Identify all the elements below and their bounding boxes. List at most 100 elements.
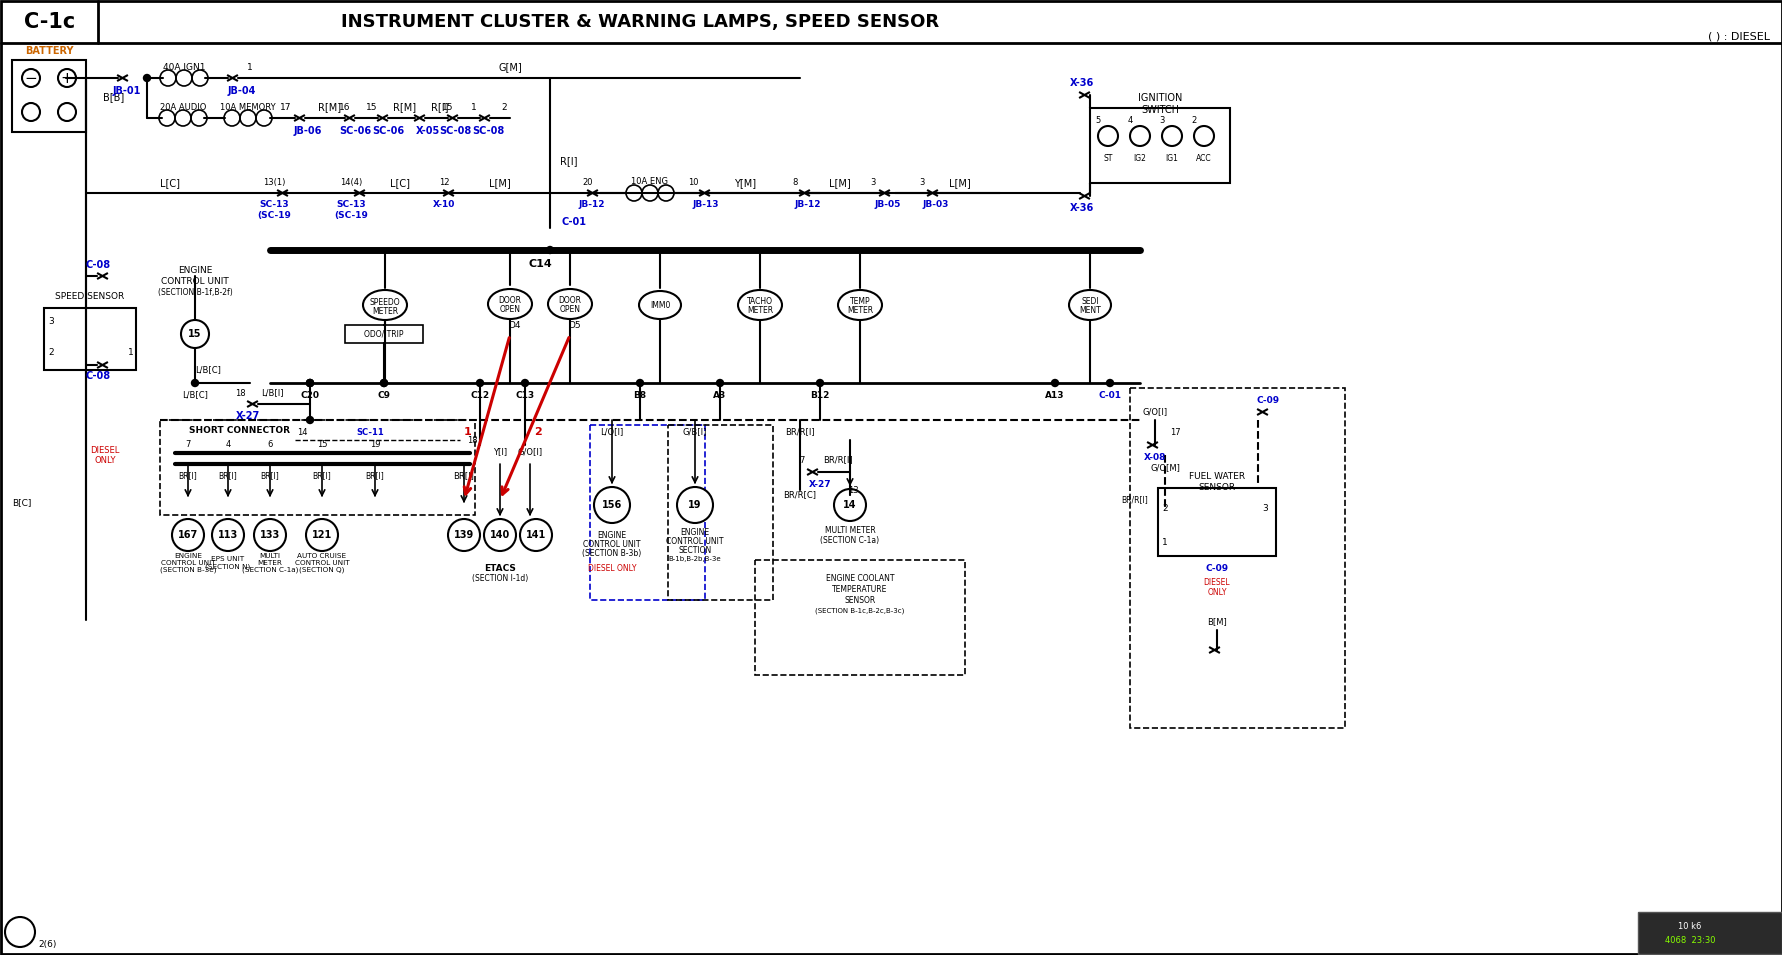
- Text: 18: 18: [235, 389, 246, 397]
- Text: (SECTION I-1d): (SECTION I-1d): [472, 574, 527, 583]
- Text: R[I]: R[I]: [560, 156, 577, 166]
- Text: X-27: X-27: [235, 411, 260, 421]
- Text: ( ) : DIESEL: ( ) : DIESEL: [1707, 31, 1770, 41]
- Text: 15: 15: [442, 102, 453, 112]
- Text: 19: 19: [369, 439, 380, 449]
- Text: AUTO CRUISE
CONTROL UNIT
(SECTION Q): AUTO CRUISE CONTROL UNIT (SECTION Q): [294, 553, 349, 573]
- Text: X-05: X-05: [415, 126, 440, 136]
- Text: X-36: X-36: [1069, 78, 1094, 88]
- Text: TACHO: TACHO: [747, 296, 773, 306]
- Text: 2: 2: [501, 102, 506, 112]
- Circle shape: [307, 519, 339, 551]
- Text: CONTROL UNIT: CONTROL UNIT: [160, 277, 228, 286]
- Text: 17: 17: [280, 102, 292, 112]
- Text: SHORT CONNECTOR: SHORT CONNECTOR: [189, 426, 290, 435]
- Text: ONLY: ONLY: [94, 456, 116, 464]
- Text: INSTRUMENT CLUSTER & WARNING LAMPS, SPEED SENSOR: INSTRUMENT CLUSTER & WARNING LAMPS, SPEE…: [340, 13, 939, 31]
- Circle shape: [547, 246, 552, 253]
- Text: (SECTION B-1c,B-2c,B-3c): (SECTION B-1c,B-2c,B-3c): [814, 607, 903, 614]
- Text: B8: B8: [633, 391, 647, 399]
- Text: BR[I]: BR[I]: [365, 472, 385, 480]
- Text: L/B[C]: L/B[C]: [194, 366, 221, 374]
- Circle shape: [253, 519, 285, 551]
- Text: 16: 16: [339, 102, 351, 112]
- Circle shape: [636, 379, 643, 387]
- Text: 7: 7: [798, 456, 804, 464]
- Text: C-01: C-01: [1098, 391, 1121, 399]
- Text: SWITCH: SWITCH: [1140, 105, 1178, 115]
- Text: 15: 15: [189, 329, 201, 339]
- Text: SC-06: SC-06: [339, 126, 371, 136]
- Text: (SECTION B-3b): (SECTION B-3b): [583, 548, 642, 558]
- Text: SC-08: SC-08: [438, 126, 470, 136]
- Circle shape: [447, 519, 479, 551]
- Text: 13(1): 13(1): [262, 178, 285, 186]
- Text: G/B[I]: G/B[I]: [683, 428, 707, 436]
- Text: IG2: IG2: [1133, 154, 1146, 162]
- Text: 17: 17: [1169, 428, 1180, 436]
- Text: 13: 13: [846, 485, 857, 495]
- Text: BATTERY: BATTERY: [25, 46, 73, 56]
- Ellipse shape: [838, 290, 882, 320]
- Text: MULTI
METER
(SECTION C-1a): MULTI METER (SECTION C-1a): [242, 553, 298, 573]
- Bar: [754, 560, 964, 675]
- Circle shape: [1130, 126, 1149, 146]
- Text: BR[I]: BR[I]: [312, 472, 331, 480]
- Ellipse shape: [488, 289, 531, 319]
- Circle shape: [171, 519, 203, 551]
- Text: ENGINE COOLANT: ENGINE COOLANT: [825, 574, 895, 583]
- Text: SC-08: SC-08: [472, 126, 504, 136]
- Text: SEDI: SEDI: [1080, 296, 1098, 306]
- Text: B[M]: B[M]: [1206, 618, 1226, 626]
- Text: X-27: X-27: [809, 479, 830, 489]
- Circle shape: [816, 379, 823, 387]
- Circle shape: [380, 379, 387, 387]
- Text: B-1b,B-2b,B-3e: B-1b,B-2b,B-3e: [668, 556, 722, 562]
- Text: R[M]: R[M]: [319, 102, 342, 112]
- Text: 10: 10: [688, 178, 699, 186]
- Text: G/O[I]: G/O[I]: [1142, 408, 1167, 416]
- Text: BR[I]: BR[I]: [178, 472, 198, 480]
- Text: C12: C12: [470, 391, 490, 399]
- Text: SPEED SENSOR: SPEED SENSOR: [55, 291, 125, 301]
- Text: EPS UNIT
(SECTION N): EPS UNIT (SECTION N): [205, 556, 251, 570]
- Text: JB-13: JB-13: [693, 200, 718, 208]
- Bar: [1638, 912, 1780, 954]
- Text: G/O[M]: G/O[M]: [1149, 463, 1180, 473]
- Text: 113: 113: [217, 530, 239, 540]
- Text: 12: 12: [438, 178, 449, 186]
- Text: G[M]: G[M]: [497, 62, 522, 72]
- Text: DIESEL: DIESEL: [91, 445, 119, 455]
- Bar: [344, 325, 422, 343]
- Text: L[C]: L[C]: [160, 178, 180, 188]
- Text: 2: 2: [1162, 503, 1167, 513]
- Text: 20: 20: [583, 178, 593, 186]
- Text: METER: METER: [846, 306, 873, 314]
- Text: BR[I]: BR[I]: [260, 472, 280, 480]
- Text: FUEL WATER: FUEL WATER: [1189, 472, 1244, 480]
- Circle shape: [1098, 126, 1117, 146]
- Text: TEMPERATURE: TEMPERATURE: [832, 584, 887, 593]
- Circle shape: [716, 379, 723, 387]
- Text: 121: 121: [312, 530, 331, 540]
- Circle shape: [834, 489, 866, 521]
- Text: 20A AUDIO: 20A AUDIO: [160, 102, 207, 112]
- Text: SC-13: SC-13: [337, 200, 365, 208]
- Text: Y[M]: Y[M]: [734, 178, 756, 188]
- Text: L[M]: L[M]: [948, 178, 971, 188]
- Bar: [590, 425, 704, 600]
- Text: (SECTION B-1f,B-2f): (SECTION B-1f,B-2f): [157, 287, 232, 296]
- Text: DOOR: DOOR: [499, 295, 520, 305]
- Text: D5: D5: [567, 321, 579, 329]
- Ellipse shape: [1069, 290, 1110, 320]
- Text: ENGINE: ENGINE: [681, 527, 709, 537]
- Text: 3: 3: [870, 178, 875, 186]
- Circle shape: [307, 379, 314, 387]
- Text: G/O[I]: G/O[I]: [517, 448, 542, 456]
- Circle shape: [483, 519, 515, 551]
- Circle shape: [21, 69, 39, 87]
- Text: ETACS: ETACS: [483, 563, 515, 572]
- Circle shape: [307, 416, 314, 423]
- Text: R[I]: R[I]: [431, 102, 449, 112]
- Text: 167: 167: [178, 530, 198, 540]
